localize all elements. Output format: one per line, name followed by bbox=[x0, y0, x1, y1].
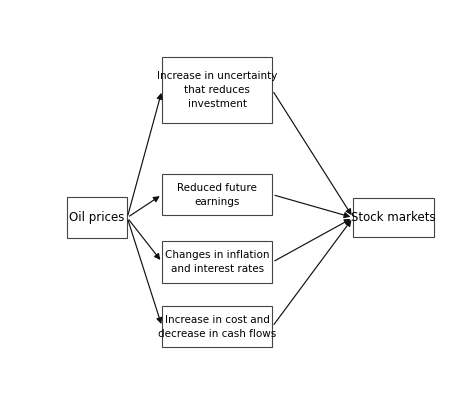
FancyBboxPatch shape bbox=[162, 241, 272, 283]
Text: Oil prices: Oil prices bbox=[69, 211, 125, 224]
FancyBboxPatch shape bbox=[353, 198, 434, 237]
FancyBboxPatch shape bbox=[162, 57, 272, 123]
Text: Reduced future
earnings: Reduced future earnings bbox=[177, 183, 257, 207]
Text: Increase in cost and
decrease in cash flows: Increase in cost and decrease in cash fl… bbox=[158, 315, 276, 339]
FancyBboxPatch shape bbox=[162, 306, 272, 348]
FancyBboxPatch shape bbox=[66, 197, 127, 238]
Text: Changes in inflation
and interest rates: Changes in inflation and interest rates bbox=[165, 250, 269, 274]
Text: Stock markets: Stock markets bbox=[351, 211, 436, 224]
FancyBboxPatch shape bbox=[162, 174, 272, 215]
Text: Increase in uncertainty
that reduces
investment: Increase in uncertainty that reduces inv… bbox=[157, 71, 277, 109]
